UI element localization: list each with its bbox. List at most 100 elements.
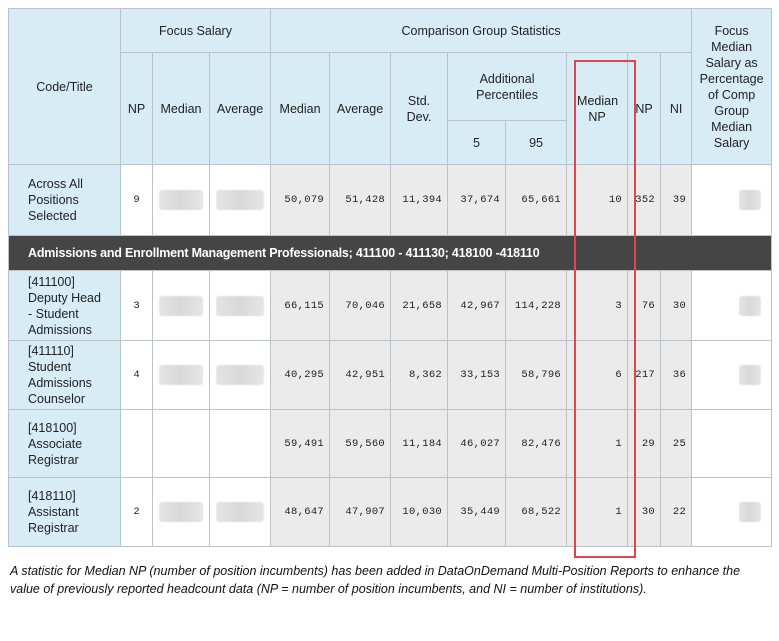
header-cell: NP [120, 52, 153, 165]
value-cell: 58,796 [505, 340, 568, 410]
table-row: Across All Positions Selected 9 50,079 51,4… [8, 164, 773, 236]
value-cell: 10 [566, 164, 629, 236]
np-cell [120, 409, 153, 478]
header-cell: 95 [505, 120, 568, 165]
title-cell: [411110] Student Admissions Counselor [8, 340, 121, 410]
value-cell: 47,907 [329, 477, 392, 547]
redacted-value [739, 190, 762, 210]
header-cell: Average [329, 52, 392, 165]
value-cell: 11,184 [390, 409, 449, 478]
np-cell: 9 [120, 164, 153, 236]
redacted-value [216, 295, 265, 316]
header-cell: Median NP [566, 52, 629, 165]
header-cell: Comparison Group Statistics [270, 8, 693, 53]
value-cell: 10,030 [390, 477, 449, 547]
value-cell: 59,560 [329, 409, 392, 478]
value-cell: 40,295 [270, 340, 331, 410]
redacted-value [739, 295, 762, 316]
value-cell: 21,658 [390, 270, 449, 341]
np-cell: 4 [120, 340, 153, 410]
table-body: Across All Positions Selected 9 50,079 51,4… [7, 164, 773, 547]
title-cell: [418110] Assistant Registrar [8, 477, 121, 547]
table-row: [418110] Assistant Registrar 2 48,647 47,90… [8, 477, 773, 547]
caption: A statistic for Median NP (number of pos… [10, 564, 741, 596]
redacted-cell [208, 270, 272, 341]
redacted-cell [152, 409, 210, 478]
value-cell: 76 [627, 270, 662, 341]
salary-table: Code/Title Focus Salary Comparison Group… [7, 8, 773, 547]
value-cell: 30 [627, 477, 662, 547]
header-cell: Median [152, 52, 210, 165]
redacted-value [216, 190, 265, 210]
value-cell: 352 [627, 164, 662, 236]
np-cell: 2 [120, 477, 153, 547]
redacted-value [159, 295, 203, 316]
value-cell: 3 [566, 270, 629, 341]
table-row: Admissions and Enrollment Management Pro… [7, 235, 773, 271]
value-cell: 65,661 [505, 164, 568, 236]
redacted-cell [152, 270, 210, 341]
section-cell: Admissions and Enrollment Management Pro… [7, 235, 773, 271]
value-cell: 8,362 [390, 340, 449, 410]
redacted-cell [152, 477, 210, 547]
header-cell: NI [660, 52, 693, 165]
value-cell: 50,079 [270, 164, 331, 236]
redacted-cell [691, 164, 773, 236]
value-cell: 36 [660, 340, 693, 410]
redacted-cell [152, 164, 210, 236]
header-cell: 5 [447, 120, 507, 165]
value-cell: 82,476 [505, 409, 568, 478]
table-row: [411110] Student Admissions Counselor 4 40… [8, 340, 773, 410]
value-cell: 42,951 [329, 340, 392, 410]
value-cell: 114,228 [505, 270, 568, 341]
value-cell: 42,967 [447, 270, 507, 341]
header-cell: Std. Dev. [390, 52, 449, 165]
title-cell: Across All Positions Selected [8, 164, 121, 236]
value-cell: 70,046 [329, 270, 392, 341]
header-cell: Median [270, 52, 331, 165]
value-cell: 217 [627, 340, 662, 410]
table-row: [411100] Deputy Head - Student Admission… [8, 270, 773, 341]
redacted-cell [208, 164, 272, 236]
redacted-value [216, 365, 265, 385]
redacted-value [159, 190, 203, 210]
table-row: [418100] Associate Registrar 59,491 59,560… [8, 409, 773, 478]
redacted-value [739, 365, 762, 385]
redacted-value [216, 502, 265, 522]
header-cell: NP [627, 52, 662, 165]
np-cell: 3 [120, 270, 153, 341]
title-cell: [411100] Deputy Head - Student Admission… [8, 270, 121, 341]
redacted-cell [691, 477, 773, 547]
redacted-cell [691, 340, 773, 410]
title-cell: [418100] Associate Registrar [8, 409, 121, 478]
value-cell: 66,115 [270, 270, 331, 341]
header-cell: Average [208, 52, 272, 165]
redacted-cell [208, 340, 272, 410]
header-cell: Focus Median Salary as Percentage of Com… [691, 8, 773, 165]
header-cell: Code/Title [8, 8, 121, 165]
value-cell: 33,153 [447, 340, 507, 410]
value-cell: 37,674 [447, 164, 507, 236]
value-cell: 1 [566, 477, 629, 547]
value-cell: 11,394 [390, 164, 449, 236]
value-cell: 29 [627, 409, 662, 478]
redacted-value [159, 502, 203, 522]
value-cell: 59,491 [270, 409, 331, 478]
redacted-value [739, 502, 762, 522]
value-cell: 30 [660, 270, 693, 341]
value-cell: 35,449 [447, 477, 507, 547]
redacted-cell [152, 340, 210, 410]
value-cell: 22 [660, 477, 693, 547]
value-cell: 51,428 [329, 164, 392, 236]
value-cell: 48,647 [270, 477, 331, 547]
value-cell: 68,522 [505, 477, 568, 547]
table-wrap: Code/Title Focus Salary Comparison Group… [7, 8, 773, 558]
redacted-cell [208, 477, 272, 547]
value-cell: 46,027 [447, 409, 507, 478]
header-cell: Additional Percentiles [447, 52, 568, 121]
redacted-cell [208, 409, 272, 478]
redacted-cell [691, 409, 773, 478]
redacted-cell [691, 270, 773, 341]
header-cell: Focus Salary [119, 8, 272, 53]
